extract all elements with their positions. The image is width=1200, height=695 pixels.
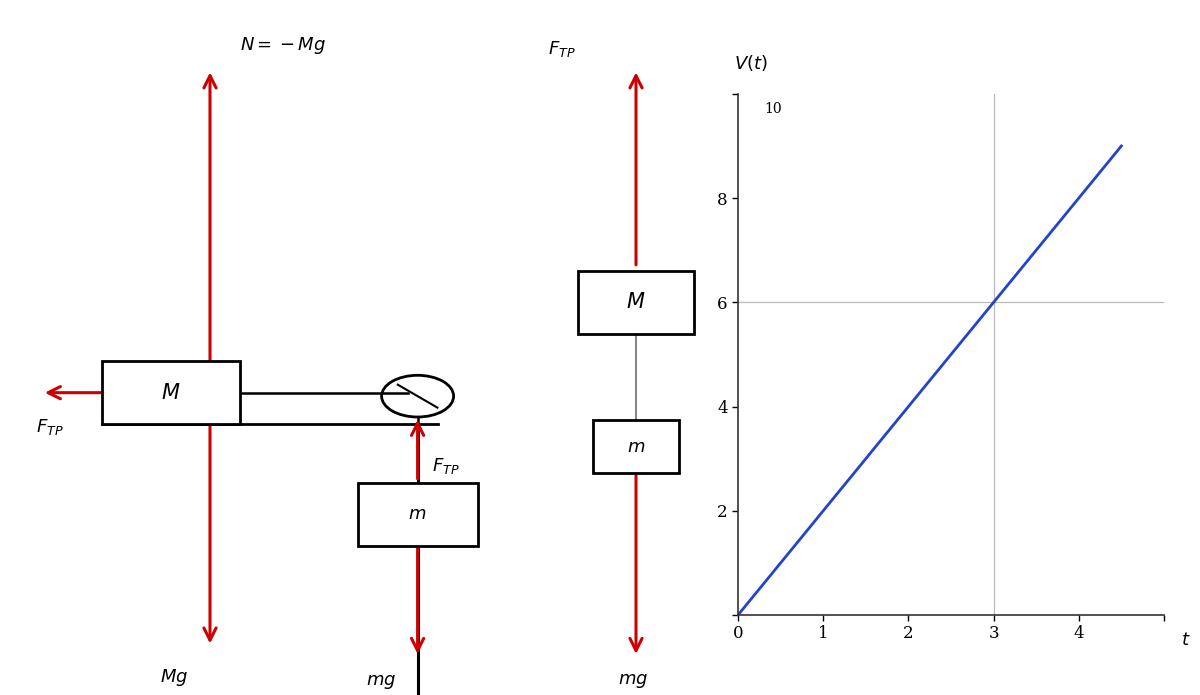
Text: $t$: $t$ [1181,631,1190,648]
Text: $F_{TP}$: $F_{TP}$ [36,417,64,437]
Text: $m$: $m$ [626,438,646,455]
Bar [593,420,679,473]
Bar [102,361,240,424]
Text: $Mg$: $Mg$ [160,667,188,688]
Text: $m$: $m$ [408,505,427,523]
Text: 10: 10 [764,101,782,115]
Text: $mg$: $mg$ [618,672,648,690]
Text: $V(t)$: $V(t)$ [733,53,768,73]
Text: $F_{TP}$: $F_{TP}$ [548,39,576,59]
Bar [358,483,478,546]
Text: $F_{TP}$: $F_{TP}$ [432,456,460,475]
Text: $N = -Mg$: $N = -Mg$ [240,35,326,56]
Text: $mg$: $mg$ [366,673,396,691]
Text: $M$: $M$ [626,293,646,312]
Bar [578,271,694,334]
Text: $M$: $M$ [161,383,181,402]
